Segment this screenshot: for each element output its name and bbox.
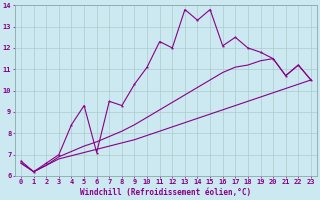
X-axis label: Windchill (Refroidissement éolien,°C): Windchill (Refroidissement éolien,°C) <box>80 188 252 197</box>
